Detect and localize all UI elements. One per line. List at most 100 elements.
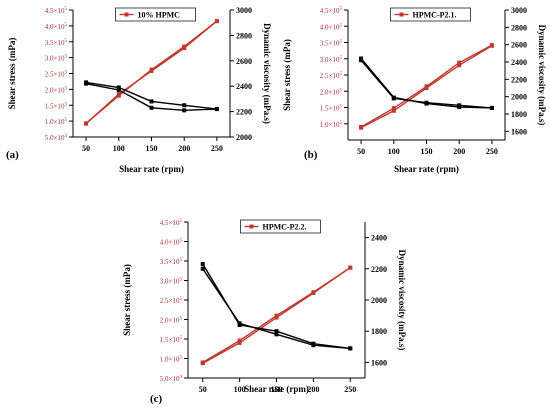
y-left-tick-exponent: 5 — [65, 23, 68, 28]
y-left-tick-label: 3.5×105 — [45, 39, 68, 47]
panel-label: (b) — [304, 149, 318, 161]
y-left-axis-label: Shear stress (mPa) — [7, 38, 17, 110]
y-left-tick-base: 2.5×10 — [160, 297, 180, 305]
y-right-tick-label: 1800 — [511, 110, 527, 119]
y-left-tick-exponent: 5 — [340, 121, 343, 126]
legend-swatch-marker — [249, 224, 254, 229]
y-left-tick-base: 3.5×10 — [320, 40, 340, 48]
data-point-viscosity — [391, 96, 396, 101]
y-left-tick-exponent: 5 — [65, 55, 68, 60]
y-left-tick-base: 1.0×10 — [45, 118, 65, 126]
y-left-tick-label: 1.0×105 — [160, 356, 183, 364]
y-left-axis-label: Shear stress (mPa) — [122, 264, 132, 336]
y-left-tick-label: 4.5×105 — [45, 7, 68, 15]
data-point-viscosity — [457, 103, 462, 108]
y-left-tick-base: 4.5×10 — [320, 7, 340, 15]
y-left-tick-base: 1.0×10 — [160, 356, 180, 364]
data-point-viscosity — [274, 332, 279, 337]
panel-label: (a) — [6, 149, 19, 161]
y-left-tick-label: 2.0×105 — [320, 88, 343, 96]
y-right-tick-label: 2000 — [236, 133, 252, 142]
y-left-tick-exponent: 5 — [65, 86, 68, 91]
y-left-tick-label: 2.0×105 — [45, 86, 68, 94]
data-point-viscosity — [274, 329, 279, 334]
chart-panel-3: 50 100 150 200 2505.0×1041.0×1051.5×1052.0×1… — [122, 219, 407, 405]
data-point-viscosity — [200, 262, 205, 267]
legend-box — [115, 7, 196, 22]
y-left-tick-label: 1.5×105 — [160, 336, 183, 344]
data-point-viscosity — [348, 346, 353, 351]
legend-label: HPMC-P2.1. — [413, 11, 457, 20]
x-tick-label: 100 — [388, 147, 400, 156]
y-left-tick-label: 5.0×104 — [45, 134, 68, 142]
y-left-tick-exponent: 5 — [340, 40, 343, 45]
y-right-tick-label: 2800 — [236, 31, 252, 40]
y-right-axis-label: Dynamic viscosity (mPa.s) — [397, 250, 407, 351]
y-left-tick-exponent: 5 — [180, 297, 183, 302]
chart-panel-2: 50 100 150 200 2501.0×1051.5×1052.0×1052.5×1… — [282, 6, 547, 174]
y-right-tick-label: 1600 — [371, 358, 387, 367]
data-point-stress — [457, 63, 462, 68]
data-point-viscosity — [116, 85, 121, 90]
legend-swatch-marker — [124, 12, 129, 17]
x-tick-label: 150 — [421, 147, 433, 156]
legend-swatch-marker — [399, 12, 404, 17]
y-left-tick-label: 4.0×105 — [320, 23, 343, 31]
x-axis-label: Shear rate (rpm) — [119, 164, 184, 174]
y-left-tick-exponent: 4 — [65, 134, 68, 139]
data-point-stress — [311, 290, 316, 295]
y-left-tick-label: 1.5×105 — [45, 102, 68, 110]
y-left-tick-label: 5.0×104 — [160, 375, 183, 383]
legend-box — [390, 7, 471, 22]
y-left-tick-exponent: 5 — [180, 258, 183, 263]
y-left-tick-base: 3.5×10 — [160, 258, 180, 266]
y-left-tick-label: 4.0×105 — [160, 239, 183, 247]
y-left-tick-exponent: 5 — [65, 71, 68, 76]
data-point-stress — [182, 44, 187, 49]
y-right-tick-label: 2200 — [511, 75, 527, 84]
x-tick-label: 150 — [146, 144, 158, 153]
x-tick-label: 250 — [344, 385, 356, 394]
y-left-tick-exponent: 5 — [65, 39, 68, 44]
y-right-tick-label: 3000 — [511, 6, 527, 15]
y-left-tick-base: 4.0×10 — [320, 23, 340, 31]
x-tick-label: 200 — [307, 385, 319, 394]
y-left-tick-exponent: 5 — [65, 118, 68, 123]
y-left-tick-base: 3.0×10 — [160, 278, 180, 286]
y-right-axis-label: Dynamic viscosity (mPa.s) — [537, 25, 547, 126]
y-left-tick-base: 1.5×10 — [45, 102, 65, 110]
y-left-tick-label: 2.5×105 — [320, 72, 343, 80]
y-left-tick-exponent: 5 — [65, 7, 68, 12]
chart-panel-1: 50 100 150 200 2505.0×1041.0×1051.5×1052.0×1… — [6, 6, 272, 174]
data-point-viscosity — [84, 81, 89, 86]
y-left-tick-exponent: 5 — [180, 356, 183, 361]
y-right-tick-label: 3000 — [236, 6, 252, 15]
y-right-tick-label: 2200 — [236, 108, 252, 117]
y-left-tick-exponent: 5 — [180, 317, 183, 322]
y-left-tick-exponent: 5 — [340, 88, 343, 93]
y-left-tick-base: 5.0×10 — [160, 375, 180, 383]
y-left-tick-base: 2.0×10 — [320, 88, 340, 96]
data-point-viscosity — [182, 103, 187, 108]
y-left-tick-base: 3.5×10 — [45, 39, 65, 47]
y-left-axis-label: Shear stress (mPa) — [282, 39, 292, 111]
y-left-tick-exponent: 5 — [340, 105, 343, 110]
x-tick-label: 250 — [486, 147, 498, 156]
y-right-tick-label: 2400 — [236, 82, 252, 91]
data-point-viscosity — [489, 105, 494, 110]
data-point-stress — [424, 84, 429, 89]
y-left-tick-base: 1.5×10 — [320, 105, 340, 113]
data-point-stress — [457, 60, 462, 65]
x-tick-label: 150 — [271, 385, 283, 394]
data-point-viscosity — [237, 321, 242, 326]
y-left-tick-base: 4.5×10 — [45, 7, 65, 15]
y-left-tick-base: 1.5×10 — [160, 336, 180, 344]
data-point-viscosity — [149, 105, 154, 110]
x-tick-label: 200 — [453, 147, 465, 156]
data-point-viscosity — [359, 58, 364, 63]
data-point-stress — [391, 108, 396, 113]
legend-label: HPMC-P2.2. — [263, 223, 307, 232]
y-left-tick-base: 3.0×10 — [320, 56, 340, 64]
y-right-tick-label: 2800 — [511, 23, 527, 32]
